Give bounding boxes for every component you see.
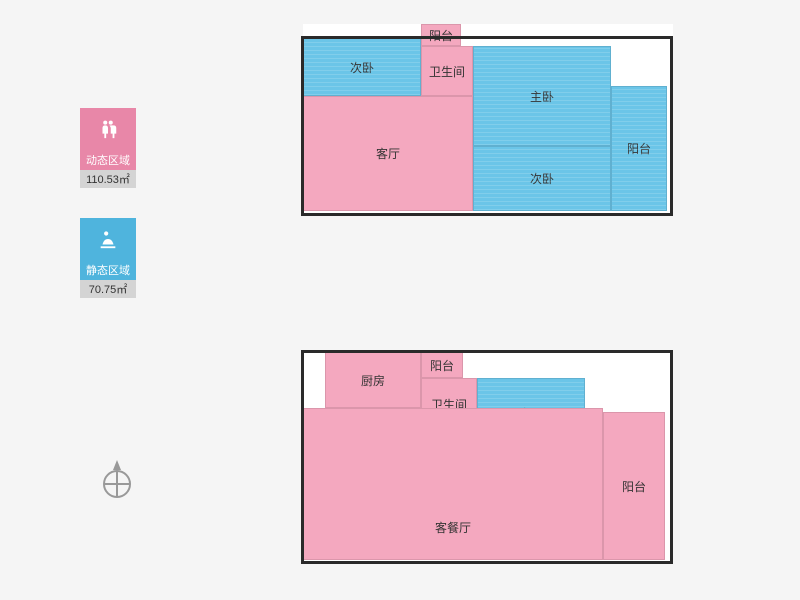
legend-static-label: 静态区域: [80, 260, 136, 280]
legend-static: 静态区域 70.75㎡: [80, 218, 136, 298]
dynamic-icon: [80, 108, 136, 150]
floorplan-upper: 阳台次卧卫生间主卧客厅阳台次卧: [303, 24, 673, 214]
room-label: 卫生间: [429, 63, 465, 80]
room-label: 厨房: [361, 372, 385, 389]
room-label: 阳台: [429, 27, 453, 44]
room-卫生间: 卫生间: [421, 46, 473, 96]
room-阳台: 阳台: [421, 24, 461, 46]
room-阳台: 阳台: [611, 86, 667, 211]
floorplan-lower: 厨房阳台卫生间次卧客餐厅阳台: [303, 352, 673, 564]
legend-panel: 动态区域 110.53㎡ 静态区域 70.75㎡: [80, 108, 136, 328]
room-客厅: 客厅: [303, 96, 473, 211]
room-label: 阳台: [627, 140, 651, 157]
room-次卧: 次卧: [473, 146, 611, 211]
room-阳台: 阳台: [421, 352, 463, 378]
room-客餐厅: 客餐厅: [303, 408, 603, 560]
room-label: 次卧: [350, 59, 374, 76]
room-次卧: 次卧: [303, 38, 421, 96]
room-label: 客厅: [376, 145, 400, 162]
room-阳台: 阳台: [603, 412, 665, 560]
room-label: 次卧: [530, 170, 554, 187]
room-label: 主卧: [530, 88, 554, 105]
legend-dynamic-value: 110.53㎡: [80, 170, 136, 188]
static-icon: [80, 218, 136, 260]
legend-dynamic-label: 动态区域: [80, 150, 136, 170]
room-主卧: 主卧: [473, 46, 611, 146]
room-厨房: 厨房: [325, 352, 421, 408]
room-label: 客餐厅: [435, 519, 471, 536]
compass-icon: [100, 460, 134, 505]
room-label: 阳台: [622, 478, 646, 495]
legend-dynamic: 动态区域 110.53㎡: [80, 108, 136, 188]
room-label: 阳台: [430, 357, 454, 374]
legend-static-value: 70.75㎡: [80, 280, 136, 298]
